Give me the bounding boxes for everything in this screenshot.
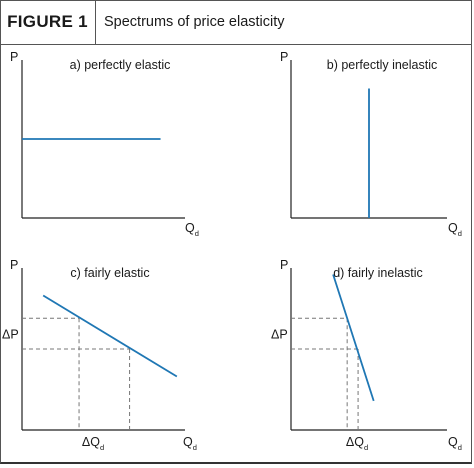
y-axis-label: P xyxy=(10,258,18,272)
x-axis-label: Qd xyxy=(448,435,462,452)
panel-title: c) fairly elastic xyxy=(70,266,149,280)
delta-p-label: ΔP xyxy=(271,328,288,342)
figure-title: Spectrums of price elasticity xyxy=(104,14,285,30)
y-axis-label: P xyxy=(10,50,18,64)
panel-title: d) fairly inelastic xyxy=(333,266,423,280)
panel-title: a) perfectly elastic xyxy=(70,58,171,72)
demand-curve xyxy=(42,294,178,378)
x-axis-label: Qd xyxy=(448,221,462,238)
x-axis-label: Qd xyxy=(183,435,197,452)
x-axis-label: Qd xyxy=(185,221,199,238)
delta-p-label: ΔP xyxy=(2,328,19,342)
panel-title: b) perfectly inelastic xyxy=(327,58,437,72)
demand-curve xyxy=(332,274,375,402)
figure-label: FIGURE 1 xyxy=(0,0,96,44)
y-axis-label: P xyxy=(280,50,288,64)
delta-q-label: ΔQd xyxy=(82,435,104,452)
y-axis-label: P xyxy=(280,258,288,272)
delta-q-label: ΔQd xyxy=(346,435,368,452)
figure-header: FIGURE 1 Spectrums of price elasticity xyxy=(0,0,472,45)
